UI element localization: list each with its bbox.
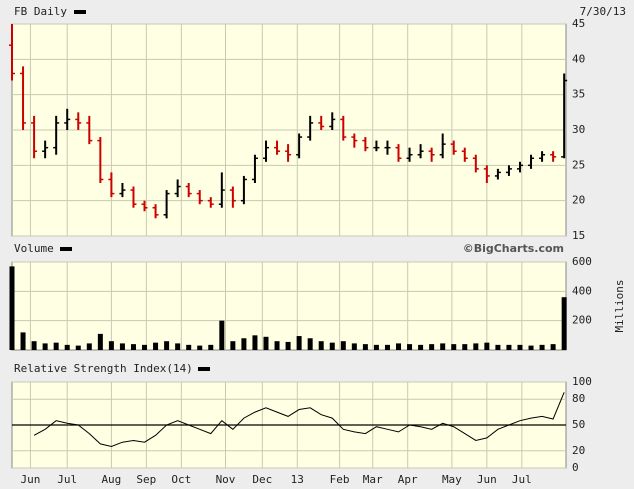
x-tick-label: 13 <box>291 473 304 486</box>
volume-bar <box>429 344 435 350</box>
y-tick-label: 400 <box>572 284 592 297</box>
volume-bar <box>263 336 269 350</box>
volume-bar <box>86 343 92 350</box>
volume-bar <box>561 297 567 350</box>
volume-bar <box>64 344 70 350</box>
volume-bar <box>130 344 136 350</box>
volume-bar <box>219 320 225 350</box>
volume-bar <box>384 344 390 350</box>
volume-bar <box>307 338 313 350</box>
legend-swatch <box>74 10 86 14</box>
y-tick-label: 0 <box>572 461 579 474</box>
y-tick-label: 20 <box>572 194 585 207</box>
y-tick-label: 100 <box>572 375 592 388</box>
volume-bar <box>495 344 501 350</box>
volume-bar <box>539 344 545 350</box>
volume-bar <box>362 344 368 350</box>
y-tick-label: 15 <box>572 229 585 242</box>
x-tick-label: Mar <box>363 473 383 486</box>
volume-bar <box>274 341 280 350</box>
y-tick-label: 200 <box>572 314 592 327</box>
y-tick-label: 45 <box>572 17 585 30</box>
volume-bar <box>75 345 81 350</box>
volume-bar <box>9 266 15 350</box>
y-tick-label: 600 <box>572 255 592 268</box>
y-tick-label: 50 <box>572 418 585 431</box>
x-tick-label: Feb <box>330 473 350 486</box>
volume-bar <box>285 341 291 350</box>
volume-bar <box>462 344 468 350</box>
legend-swatch <box>60 247 72 251</box>
y-tick-label: 25 <box>572 158 585 171</box>
volume-bar <box>252 335 258 350</box>
volume-bar <box>451 344 457 350</box>
volume-bar <box>164 341 170 350</box>
volume-bar <box>528 345 534 350</box>
volume-bar <box>153 342 159 350</box>
volume-bar <box>351 343 357 350</box>
volume-bar <box>97 333 103 350</box>
volume-bar <box>329 342 335 350</box>
x-tick-label: Sep <box>136 473 156 486</box>
volume-bar <box>418 344 424 350</box>
volume-bar <box>517 344 523 350</box>
volume-bar <box>396 343 402 350</box>
volume-bar <box>175 343 181 350</box>
legend-swatch <box>198 367 210 371</box>
volume-bar <box>373 344 379 350</box>
x-tick-label: Jul <box>512 473 532 486</box>
volume-bar <box>440 343 446 350</box>
y-tick-label: 80 <box>572 392 585 405</box>
volume-bar <box>230 341 236 350</box>
x-tick-label: Aug <box>101 473 121 486</box>
x-tick-label: Oct <box>171 473 191 486</box>
price-title: FB Daily <box>14 5 67 18</box>
volume-bar <box>550 344 556 350</box>
volume-bar <box>340 341 346 350</box>
rsi-title: Relative Strength Index(14) <box>14 362 193 375</box>
x-tick-label: May <box>442 473 462 486</box>
volume-bar <box>186 344 192 350</box>
volume-bar <box>108 341 114 350</box>
volume-bar <box>142 344 148 350</box>
volume-bar <box>20 332 26 350</box>
y-axis-label: Millions <box>613 280 626 333</box>
volume-bar <box>208 344 214 350</box>
volume-bar <box>31 341 37 350</box>
y-tick-label: 35 <box>572 88 585 101</box>
y-tick-label: 20 <box>572 444 585 457</box>
x-tick-label: Apr <box>398 473 418 486</box>
volume-bar <box>119 343 125 350</box>
rsi-line <box>33 392 565 448</box>
volume-title: Volume <box>14 242 54 255</box>
volume-bar <box>473 343 479 350</box>
x-tick-label: Nov <box>216 473 236 486</box>
x-tick-label: Dec <box>252 473 272 486</box>
volume-bar <box>197 345 203 350</box>
volume-bar <box>241 338 247 350</box>
x-tick-label: Jul <box>57 473 77 486</box>
y-tick-label: 30 <box>572 123 585 136</box>
volume-bar <box>506 344 512 350</box>
y-tick-label: 40 <box>572 52 585 65</box>
volume-bar <box>42 343 48 350</box>
volume-bar <box>318 341 324 350</box>
source: ©BigCharts.com <box>463 242 564 255</box>
date: 7/30/13 <box>580 5 626 18</box>
x-tick-label: Jun <box>477 473 497 486</box>
volume-bar <box>484 342 490 350</box>
x-tick-label: Jun <box>20 473 40 486</box>
volume-plot <box>11 261 567 351</box>
volume-bar <box>296 336 302 350</box>
volume-bar <box>53 342 59 350</box>
volume-bar <box>407 344 413 350</box>
